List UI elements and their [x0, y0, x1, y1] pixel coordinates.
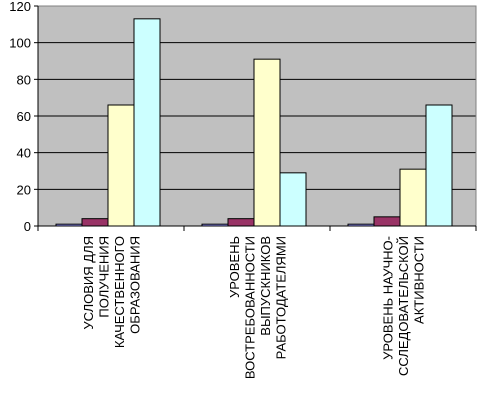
category-label-2-line-3: ВЫПУСКНИКОВ — [258, 236, 273, 336]
category-label-3: УРОВЕНЬ НАУЧНО- ССЛЕДОВАТЕЛЬСКОЙ АКТИВНОСТ… — [381, 236, 427, 376]
bar-series3-cat1 — [107, 104, 135, 227]
y-axis: 0 20 40 60 80 100 120 — [9, 0, 39, 234]
bar-series3-cat3 — [399, 168, 427, 227]
y-tick-label-0: 0 — [24, 219, 31, 234]
category-label-1-line-1: УСЛОВИЯ ДЛЯ — [81, 236, 96, 330]
x-axis: УСЛОВИЯ ДЛЯ ПОЛУЧЕНИЯ КАЧЕСТВЕННОГО ОБРАЗОВ… — [37, 225, 477, 379]
bar-series2-cat1 — [81, 218, 109, 227]
bar-series4-cat1 — [133, 18, 161, 227]
category-label-3-line-1: УРОВЕНЬ НАУЧНО- — [381, 236, 396, 360]
bar-series3-cat2 — [253, 58, 281, 227]
category-label-3-line-2: ССЛЕДОВАТЕЛЬСКОЙ — [396, 236, 411, 376]
category-label-1-line-2: ПОЛУЧЕНИЯ — [96, 236, 111, 318]
y-tick-label-20: 20 — [17, 182, 31, 197]
category-label-1-line-3: КАЧЕСТВЕННОГО — [112, 236, 127, 348]
y-tick-label-80: 80 — [17, 72, 31, 87]
category-label-1: УСЛОВИЯ ДЛЯ ПОЛУЧЕНИЯ КАЧЕСТВЕННОГО ОБРАЗОВ… — [81, 236, 143, 348]
category-label-2-line-2: ВОСТРЕБОВАННОСТИ — [242, 236, 257, 379]
category-label-2-line-4: РАБОТОДАТЕЛЯМИ — [273, 236, 288, 359]
category-label-1-line-4: ОБРАЗОВАНИЯ — [127, 236, 142, 334]
y-tick-label-60: 60 — [17, 109, 31, 124]
category-label-2-line-1: УРОВЕНЬ — [227, 236, 242, 298]
bar-series2-cat2 — [227, 218, 255, 227]
bar-series4-cat2 — [279, 172, 307, 227]
y-tick-label-120: 120 — [9, 0, 31, 14]
bar-series4-cat3 — [425, 104, 453, 227]
y-tick-label-40: 40 — [17, 146, 31, 161]
category-label-3-line-3: АКТИВНОСТИ — [412, 236, 427, 324]
y-tick-label-100: 100 — [9, 36, 31, 51]
bar-series2-cat3 — [373, 216, 401, 227]
category-label-2: УРОВЕНЬ ВОСТРЕБОВАННОСТИ ВЫПУСКНИКОВ РАБОТО… — [227, 236, 289, 379]
plot-area — [37, 5, 477, 227]
